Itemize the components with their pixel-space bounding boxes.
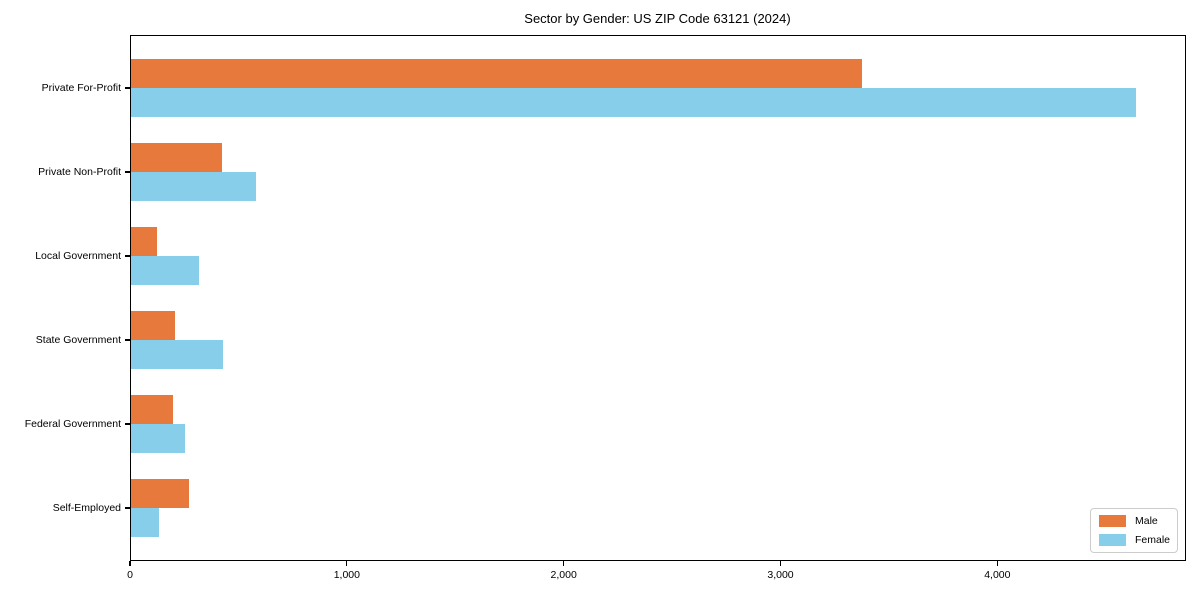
- bar-female-federal-government: [130, 424, 186, 453]
- x-axis-tick-label: 0: [127, 569, 133, 581]
- chart-title: Sector by Gender: US ZIP Code 63121 (202…: [524, 11, 791, 26]
- x-axis-tick: [563, 561, 565, 566]
- legend-label: Female: [1135, 534, 1171, 546]
- bar-male-self-employed: [130, 479, 189, 508]
- bar-female-state-government: [130, 340, 223, 369]
- x-axis-tick: [779, 561, 782, 566]
- x-axis-tick-label: 2,000: [550, 569, 577, 581]
- y-axis-label: State Government: [35, 334, 121, 346]
- x-axis-tick-label: 1,000: [333, 569, 360, 581]
- x-axis-tick-label: 3,000: [767, 569, 794, 581]
- legend-entry-female: Female: [1099, 534, 1171, 546]
- bar-female-private-non-profit: [130, 172, 256, 201]
- y-axis-tick: [125, 507, 130, 509]
- legend-entry-male: Male: [1099, 515, 1169, 527]
- legend-label: Male: [1135, 515, 1158, 527]
- y-axis-tick: [125, 423, 130, 425]
- bar-female-local-government: [130, 256, 199, 285]
- x-axis-tick-label: 4,000: [984, 569, 1011, 581]
- y-axis-tick: [125, 339, 130, 341]
- y-axis-tick: [125, 171, 130, 173]
- bar-female-private-for-profit: [130, 88, 1136, 117]
- x-axis-tick: [346, 561, 348, 566]
- x-axis-tick: [996, 561, 998, 566]
- bar-male-private-for-profit: [130, 59, 863, 88]
- bar-male-federal-government: [130, 395, 173, 424]
- y-axis-label: Self-Employed: [52, 502, 121, 514]
- bar-male-private-non-profit: [130, 143, 222, 172]
- y-axis-tick: [125, 255, 130, 257]
- bar-male-local-government: [130, 227, 158, 256]
- legend-swatch-female: [1099, 534, 1126, 546]
- legend: Male Female: [1090, 508, 1178, 553]
- y-axis-tick: [125, 87, 130, 89]
- y-axis-label: Private Non-Profit: [38, 166, 121, 178]
- y-axis-label: Local Government: [35, 250, 121, 262]
- legend-swatch-male: [1099, 515, 1126, 527]
- bar-male-state-government: [130, 311, 175, 340]
- y-axis-label: Private For-Profit: [41, 82, 121, 94]
- bar-female-self-employed: [130, 508, 160, 537]
- y-axis-label: Federal Government: [24, 418, 121, 430]
- x-axis-tick: [129, 561, 131, 566]
